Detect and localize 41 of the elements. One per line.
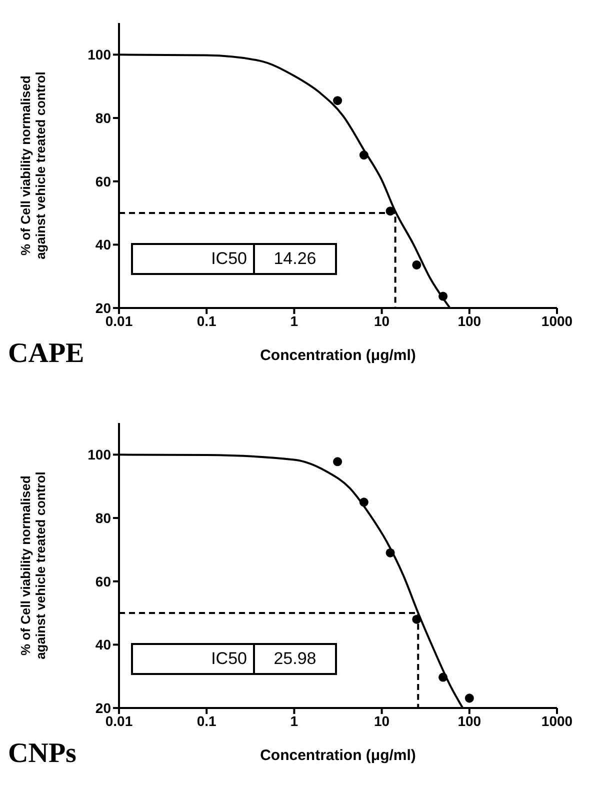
point [438,672,448,682]
point [412,260,422,270]
ic50-table: IC50 25.98 [131,643,337,675]
y-tick-label: 80 [95,110,112,126]
x-tick-label: 10 [374,712,390,729]
ic50-table: IC50 14.26 [131,243,337,275]
y-tick-label: 60 [95,173,112,190]
point [412,614,422,624]
x-tick-label: 0.1 [196,712,217,729]
x-tick-label: 1000 [541,712,573,729]
annotation: IC50 [133,645,255,673]
annotation: 25.98 [272,648,318,670]
x-tick-label: 1 [290,312,298,329]
point [333,96,342,106]
point [333,457,342,466]
x-tick-label: 100 [458,312,482,329]
point [464,694,474,703]
y-tick-label: 60 [95,573,112,590]
x-tick-label: 100 [458,712,482,729]
annotation: IC50 [133,245,255,273]
y-axis-title: % of Cell viability normalised against vehicle treated control [18,472,48,660]
point [359,498,368,507]
x-tick-label: 10 [374,312,390,329]
point [438,292,448,301]
text: CNPs [8,738,76,770]
y-tick-label: 40 [95,636,112,653]
point [359,150,368,160]
y-tick-label: 80 [95,510,112,526]
x-axis-title: Concentration (μg/ml) [260,347,416,364]
y-tick-label: 100 [88,46,112,63]
text: CAPE [8,338,84,370]
x-tick-label: 0.1 [196,312,217,329]
annotation: 14.26 [272,248,318,270]
y-tick-label: 40 [95,236,112,253]
point [386,206,395,216]
x-tick-label: 1 [290,712,298,729]
x-axis-title: Concentration (μg/ml) [260,747,416,764]
point [386,548,395,558]
y-axis-title: % of Cell viability normalised against vehicle treated control [18,72,48,260]
x-tick-label: 1000 [541,312,573,329]
y-tick-label: 100 [88,446,112,463]
